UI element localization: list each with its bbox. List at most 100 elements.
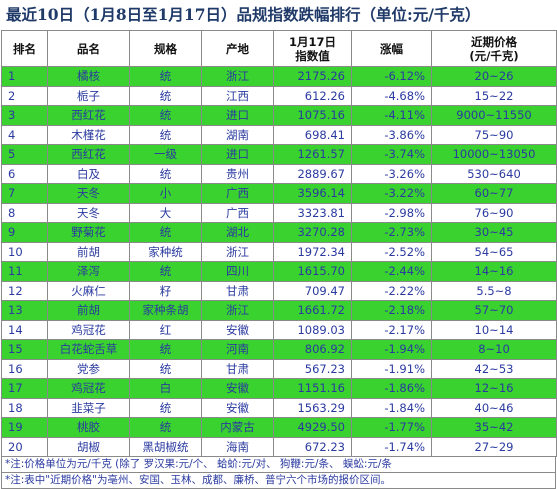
cell-rank: 17 — [1, 378, 48, 399]
table-row: 20 胡椒 黑胡椒统 海南 672.23 -1.74% 27~29 — [1, 436, 557, 457]
cell-index: 3270.28 — [273, 222, 352, 243]
cell-change: -2.18% — [351, 300, 432, 321]
cell-spec: 统 — [129, 85, 202, 106]
cell-rank: 19 — [1, 417, 48, 438]
table-row: 13 前胡 家种条胡 浙江 1661.72 -2.18% 57~70 — [1, 300, 557, 321]
table-row: 4 木槿花统湖南 698.41 -3.86% 75~90 — [1, 124, 557, 145]
cell-rank: 9 — [1, 222, 48, 243]
cell-origin: 湖南 — [201, 124, 274, 145]
cell-origin: 甘肃 — [201, 280, 274, 301]
cell-index: 1089.03 — [273, 319, 352, 340]
cell-origin: 河南 — [201, 339, 274, 360]
cell-change: -6.12% — [351, 66, 432, 87]
cell-spec: 一级 — [129, 144, 202, 165]
cell-name: 泽泻 — [47, 261, 130, 282]
cell-index: 612.26 — [273, 85, 352, 106]
cell-index: 698.41 — [273, 124, 352, 145]
cell-rank: 10 — [1, 241, 48, 262]
table-header-row: 排名 品名 规格 产地 1月17日 指数值 涨幅 近期价格 (元/千克) — [1, 30, 557, 67]
cell-origin: 广西 — [201, 202, 274, 223]
table-title: 最近10日（1月8日至1月17日）品规指数跌幅排行（单位:元/千克） — [6, 5, 481, 24]
cell-name: 栀子 — [47, 85, 130, 106]
cell-change: -1.74% — [351, 436, 432, 457]
cell-spec: 统 — [129, 105, 202, 126]
header-price-line1: 近期价格 — [471, 34, 517, 49]
cell-origin: 江西 — [201, 85, 274, 106]
cell-spec: 家种统 — [129, 241, 202, 262]
cell-index: 1075.16 — [273, 105, 352, 126]
cell-name: 前胡 — [47, 241, 130, 262]
header-index-line2: 指数值 — [295, 48, 330, 63]
cell-price: 27~29 — [431, 436, 557, 457]
cell-price: 42~53 — [431, 358, 557, 379]
header-spec: 规格 — [129, 30, 202, 67]
cell-origin: 浙江 — [201, 241, 274, 262]
cell-price: 60~77 — [431, 183, 557, 204]
cell-name: 野菊花 — [47, 222, 130, 243]
cell-origin: 进口 — [201, 105, 274, 126]
cell-index: 1615.70 — [273, 261, 352, 282]
decline-ranking-table: 排名 品名 规格 产地 1月17日 指数值 涨幅 近期价格 (元/千克) 1 橘核… — [1, 30, 557, 457]
cell-name: 白花蛇舌草 — [47, 339, 130, 360]
cell-name: 前胡 — [47, 300, 130, 321]
cell-price: 10000~13050 — [431, 144, 557, 165]
cell-index: 2175.26 — [273, 66, 352, 87]
cell-rank: 5 — [1, 144, 48, 165]
cell-name: 火麻仁 — [47, 280, 130, 301]
header-rank: 排名 — [1, 30, 48, 67]
cell-change: -1.94% — [351, 339, 432, 360]
cell-spec: 统 — [129, 397, 202, 418]
table-row: 9 野菊花统湖北 3270.28 -2.73% 30~45 — [1, 222, 557, 243]
cell-index: 672.23 — [273, 436, 352, 457]
cell-price: 75~90 — [431, 124, 557, 145]
cell-index: 709.47 — [273, 280, 352, 301]
cell-name: 西红花 — [47, 105, 130, 126]
cell-rank: 16 — [1, 358, 48, 379]
cell-spec: 籽 — [129, 280, 202, 301]
cell-origin: 内蒙古 — [201, 417, 274, 438]
table-row: 3 西红花统进口 1075.16 -4.11% 9000~11550 — [1, 105, 557, 126]
cell-change: -4.68% — [351, 85, 432, 106]
cell-change: -2.73% — [351, 222, 432, 243]
cell-spec: 白 — [129, 378, 202, 399]
cell-price: 20~26 — [431, 66, 557, 87]
cell-rank: 15 — [1, 339, 48, 360]
cell-price: 10~14 — [431, 319, 557, 340]
cell-rank: 3 — [1, 105, 48, 126]
cell-rank: 18 — [1, 397, 48, 418]
cell-name: 西红花 — [47, 144, 130, 165]
table-row: 19 桃胶统内蒙古 4929.50 -1.77% 35~42 — [1, 417, 557, 438]
cell-price: 76~90 — [431, 202, 557, 223]
header-price-line2: (元/千克) — [469, 48, 519, 63]
cell-price: 8~10 — [431, 339, 557, 360]
footnote-markets: *注:表中"近期价格"为亳州、安国、玉林、成都、廉桥、普宁六个市场的报价区间。 — [1, 473, 556, 489]
cell-origin: 进口 — [201, 144, 274, 165]
header-change: 涨幅 — [351, 30, 432, 67]
table-row: 6 白及统贵州 2889.67 -3.26% 530~640 — [1, 163, 557, 184]
header-index-line1: 1月17日 — [288, 34, 336, 49]
cell-change: -3.86% — [351, 124, 432, 145]
cell-index: 1563.29 — [273, 397, 352, 418]
cell-origin: 安徽 — [201, 319, 274, 340]
cell-origin: 浙江 — [201, 300, 274, 321]
cell-origin: 湖北 — [201, 222, 274, 243]
cell-change: -2.17% — [351, 319, 432, 340]
cell-name: 鸡冠花 — [47, 319, 130, 340]
cell-rank: 4 — [1, 124, 48, 145]
cell-change: -1.77% — [351, 417, 432, 438]
cell-index: 4929.50 — [273, 417, 352, 438]
table-row: 14 鸡冠花红安徽 1089.03 -2.17% 10~14 — [1, 319, 557, 340]
cell-rank: 14 — [1, 319, 48, 340]
cell-name: 橘核 — [47, 66, 130, 87]
cell-rank: 7 — [1, 183, 48, 204]
cell-index: 567.23 — [273, 358, 352, 379]
cell-origin: 广西 — [201, 183, 274, 204]
cell-index: 1972.34 — [273, 241, 352, 262]
cell-rank: 2 — [1, 85, 48, 106]
table-row: 8 天冬大广西 3323.81 -2.98% 76~90 — [1, 202, 557, 223]
cell-rank: 12 — [1, 280, 48, 301]
cell-origin: 甘肃 — [201, 358, 274, 379]
cell-name: 木槿花 — [47, 124, 130, 145]
cell-price: 57~70 — [431, 300, 557, 321]
cell-rank: 6 — [1, 163, 48, 184]
